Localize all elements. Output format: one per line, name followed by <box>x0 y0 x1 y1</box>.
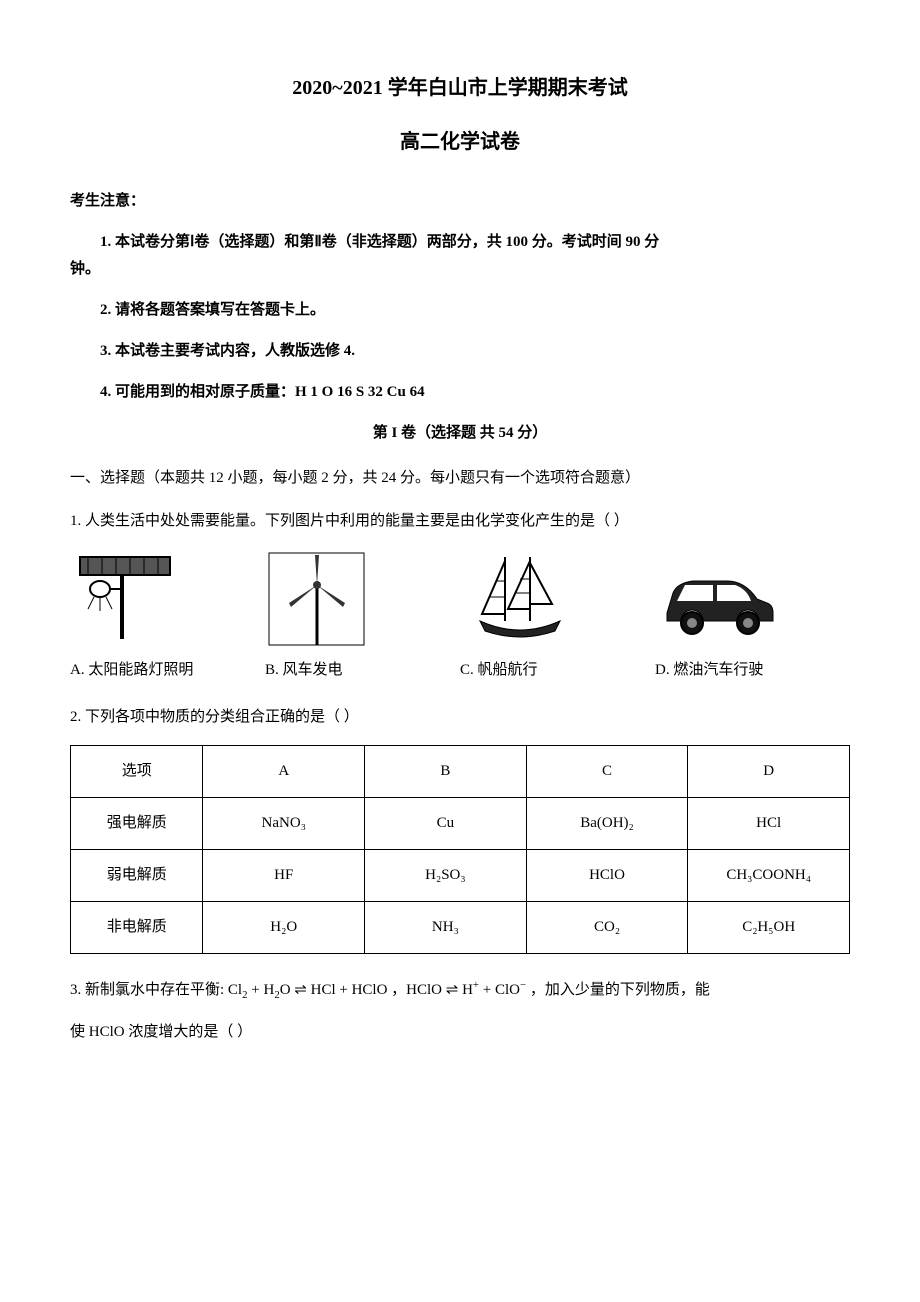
question-1-stem: 1. 人类生活中处处需要能量。下列图片中利用的能量主要是由化学变化产生的是（ ） <box>70 508 850 535</box>
cell-r1-b: Cu <box>365 798 527 850</box>
cell-r3-d: C₂H₅OH <box>688 902 850 954</box>
row-label-strong: 强电解质 <box>71 798 203 850</box>
exam-title-line1: 2020~2021 学年白山市上学期期末考试 <box>70 70 850 106</box>
wind-turbine-icon <box>265 549 395 649</box>
option-b-block: B. 风车发电 <box>265 549 460 684</box>
question-2-stem: 2. 下列各项中物质的分类组合正确的是（ ） <box>70 704 850 731</box>
question-3-line1: 3. 新制氯水中存在平衡: Cl2 + H2O ⇌ HCl + HClO ，HC… <box>70 976 850 1005</box>
cell-r3-b: NH₃ <box>365 902 527 954</box>
option-c-block: C. 帆船航行 <box>460 549 655 684</box>
option-b-label: B. 风车发电 <box>265 657 460 684</box>
cell-r3-a: H₂O <box>203 902 365 954</box>
notice-heading: 考生注意： <box>70 188 850 215</box>
notice-item-4: 4. 可能用到的相对原子质量：H 1 O 16 S 32 Cu 64 <box>70 379 850 406</box>
row-label-non: 非电解质 <box>71 902 203 954</box>
table-header-d: D <box>688 746 850 798</box>
table-row: 强电解质 NaNO₃ Cu Ba(OH)₂ HCl <box>71 798 850 850</box>
exam-title-line2: 高二化学试卷 <box>70 124 850 160</box>
table-row: 非电解质 H₂O NH₃ CO₂ C₂H₅OH <box>71 902 850 954</box>
cell-r2-d: CH₃COONH₄ <box>688 850 850 902</box>
solar-streetlight-icon <box>70 549 200 649</box>
cell-r1-a: NaNO₃ <box>203 798 365 850</box>
notice-item-1-line1: 1. 本试卷分第Ⅰ卷（选择题）和第Ⅱ卷（非选择题）两部分，共 100 分。考试时… <box>70 229 850 256</box>
question-2-table: 选项 A B C D 强电解质 NaNO₃ Cu Ba(OH)₂ HCl 弱电解… <box>70 745 850 954</box>
option-a-label: A. 太阳能路灯照明 <box>70 657 265 684</box>
option-c-label: C. 帆船航行 <box>460 657 655 684</box>
option-d-block: D. 燃油汽车行驶 <box>655 549 850 684</box>
cell-r1-d: HCl <box>688 798 850 850</box>
cell-r1-c: Ba(OH)₂ <box>526 798 688 850</box>
notice-item-3: 3. 本试卷主要考试内容，人教版选修 4. <box>70 338 850 365</box>
sailboat-icon <box>460 549 590 649</box>
car-icon <box>655 549 785 649</box>
table-header-c: C <box>526 746 688 798</box>
table-header-b: B <box>365 746 527 798</box>
notice-item-1: 1. 本试卷分第Ⅰ卷（选择题）和第Ⅱ卷（非选择题）两部分，共 100 分。考试时… <box>70 229 850 283</box>
q3-line1-prefix: 3. 新制氯水中存在平衡: <box>70 982 228 998</box>
table-row: 选项 A B C D <box>71 746 850 798</box>
cell-r3-c: CO₂ <box>526 902 688 954</box>
table-header-option: 选项 <box>71 746 203 798</box>
question-3-line2: 使 HClO 浓度增大的是（ ） <box>70 1019 850 1046</box>
cell-r2-b: H₂SO₃ <box>365 850 527 902</box>
cell-r2-a: HF <box>203 850 365 902</box>
option-d-label: D. 燃油汽车行驶 <box>655 657 850 684</box>
question-1-options: A. 太阳能路灯照明 B. 风车发电 <box>70 549 850 684</box>
section-instruction: 一、选择题（本题共 12 小题，每小题 2 分，共 24 分。每小题只有一个选项… <box>70 465 850 492</box>
q3-equation: Cl2 + H2O ⇌ HCl + HClO ，HClO ⇌ H+ + ClO− <box>228 982 526 998</box>
q3-line1-suffix: ，加入少量的下列物质，能 <box>526 982 710 998</box>
option-a-block: A. 太阳能路灯照明 <box>70 549 265 684</box>
notice-item-2: 2. 请将各题答案填写在答题卡上。 <box>70 297 850 324</box>
table-row: 弱电解质 HF H₂SO₃ HClO CH₃COONH₄ <box>71 850 850 902</box>
section-heading: 第 I 卷（选择题 共 54 分） <box>70 420 850 447</box>
table-header-a: A <box>203 746 365 798</box>
row-label-weak: 弱电解质 <box>71 850 203 902</box>
cell-r2-c: HClO <box>526 850 688 902</box>
notice-item-1-line2: 钟。 <box>70 261 100 277</box>
